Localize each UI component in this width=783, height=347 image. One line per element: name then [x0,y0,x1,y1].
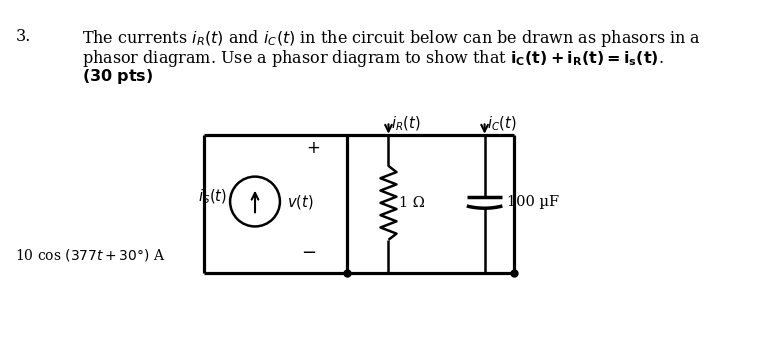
Text: The currents $i_R(t)$ and $i_C(t)$ in the circuit below can be drawn as phasors : The currents $i_R(t)$ and $i_C(t)$ in th… [81,28,701,49]
Text: 1 Ω: 1 Ω [399,196,425,210]
Text: 10 cos $(377t + 30°)$ A: 10 cos $(377t + 30°)$ A [16,247,166,263]
Text: $i_S(t)$: $i_S(t)$ [197,188,226,206]
Text: $\mathbf{(30\ pts)}$: $\mathbf{(30\ pts)}$ [81,67,153,86]
Text: +: + [306,139,320,157]
Text: $v(t)$: $v(t)$ [287,193,313,211]
Text: $i_R(t)$: $i_R(t)$ [392,115,420,133]
Text: $i_C(t)$: $i_C(t)$ [487,115,517,133]
Text: 100 µF: 100 µF [507,195,559,209]
Text: phasor diagram. Use a phasor diagram to show that $\mathbf{i_C(t) + i_R(t) = i_s: phasor diagram. Use a phasor diagram to … [81,48,663,69]
Text: −: − [301,244,316,262]
Text: 3.: 3. [16,28,31,45]
